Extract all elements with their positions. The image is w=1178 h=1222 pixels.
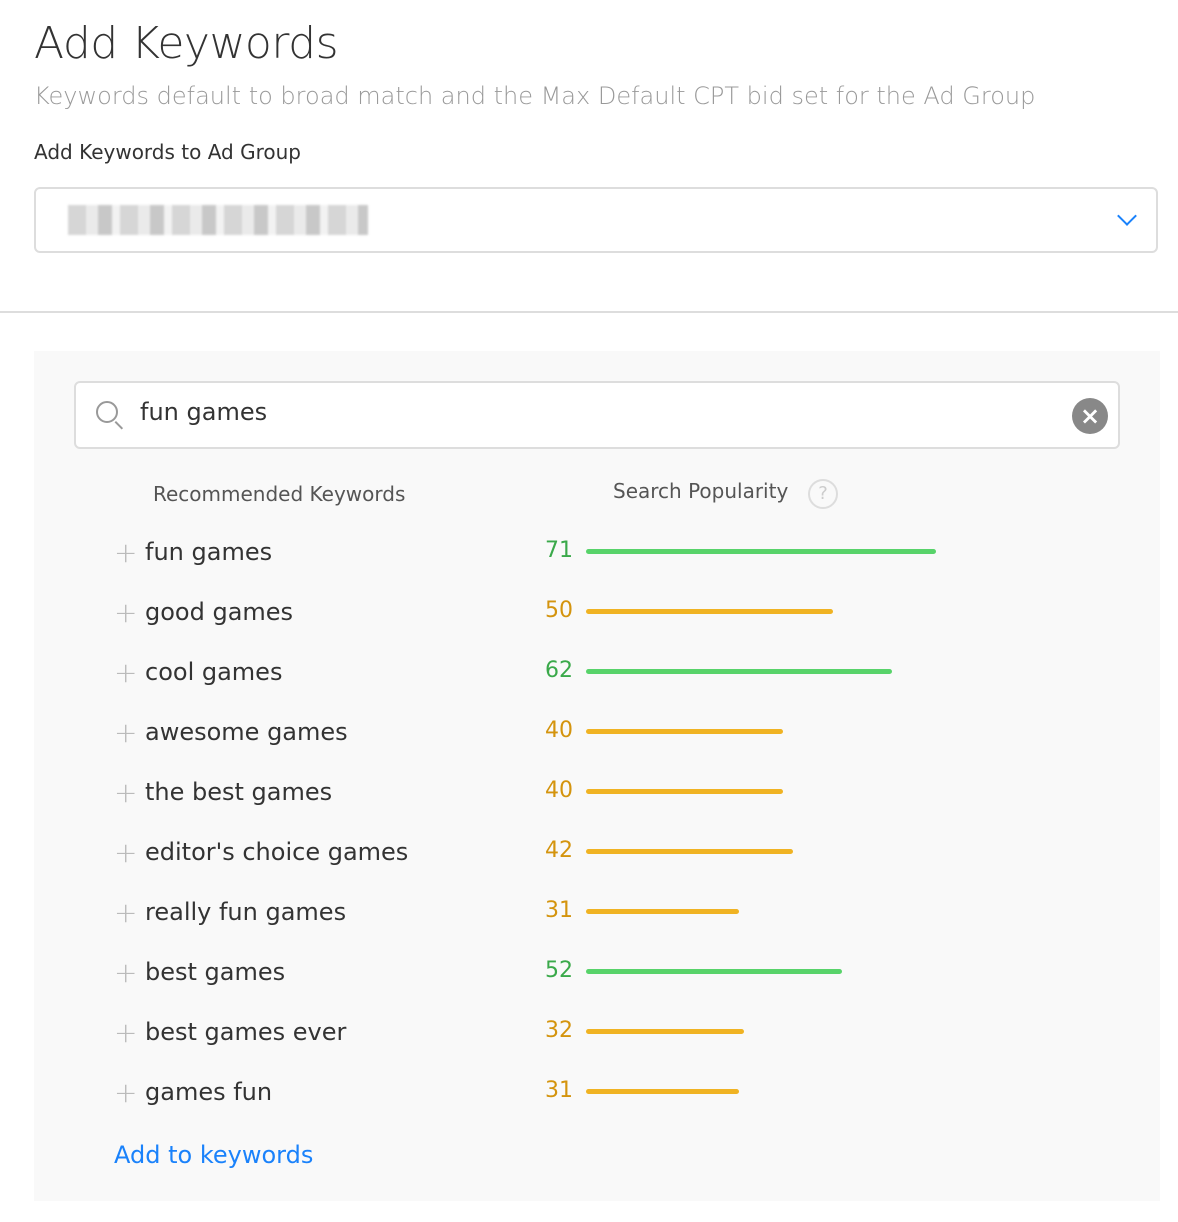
page-subtitle: Keywords default to broad match and the … [34, 82, 1036, 110]
popularity-bar [586, 549, 937, 554]
popularity-value: 71 [545, 538, 573, 563]
popularity-value: 31 [545, 898, 573, 923]
keyword-text: cool games [145, 658, 283, 686]
popularity-bar [586, 609, 833, 614]
keyword-row[interactable]: + games fun 31 [34, 1076, 1134, 1136]
keyword-text: best games [145, 958, 286, 986]
popularity-value: 50 [545, 598, 573, 623]
keyword-row[interactable]: + good games 50 [34, 596, 1134, 656]
page-title: Add Keywords [34, 18, 339, 69]
popularity-value: 32 [545, 1018, 573, 1043]
search-popularity-header: Search Popularity [613, 479, 789, 503]
add-keyword-plus-icon[interactable]: + [114, 656, 138, 689]
popularity-value: 52 [545, 958, 573, 983]
keyword-search: × [74, 381, 1120, 449]
add-keyword-plus-icon[interactable]: + [114, 956, 138, 989]
popularity-bar [586, 789, 784, 794]
add-keyword-plus-icon[interactable]: + [114, 1076, 138, 1109]
popularity-value: 40 [545, 778, 573, 803]
keyword-text: awesome games [145, 718, 348, 746]
keyword-row[interactable]: + editor's choice games 42 [34, 836, 1134, 896]
ad-group-select[interactable] [34, 187, 1158, 253]
popularity-bar [586, 969, 843, 974]
popularity-value: 42 [545, 838, 573, 863]
recommended-keywords-header: Recommended Keywords [153, 482, 406, 506]
add-keyword-plus-icon[interactable]: + [114, 536, 138, 569]
redacted-ad-group-name [68, 205, 368, 235]
search-input[interactable] [138, 397, 1042, 427]
keyword-text: editor's choice games [145, 838, 409, 866]
keyword-text: fun games [145, 538, 273, 566]
add-to-keywords-link[interactable]: Add to keywords [114, 1141, 314, 1169]
keyword-row[interactable]: + fun games 71 [34, 536, 1134, 596]
popularity-bar [586, 1029, 744, 1034]
keyword-row[interactable]: + the best games 40 [34, 776, 1134, 836]
keyword-text: best games ever [145, 1018, 347, 1046]
ad-group-label: Add Keywords to Ad Group [34, 140, 301, 164]
popularity-bar [586, 729, 784, 734]
keyword-row[interactable]: + best games 52 [34, 956, 1134, 1016]
keyword-text: games fun [145, 1078, 273, 1106]
popularity-bar [586, 1089, 739, 1094]
popularity-bar [586, 669, 892, 674]
help-icon[interactable]: ? [808, 479, 838, 509]
clear-search-icon[interactable]: × [1072, 398, 1108, 434]
popularity-bar [586, 909, 739, 914]
keyword-panel: × Recommended Keywords Search Popularity… [34, 351, 1160, 1201]
add-keyword-plus-icon[interactable]: + [114, 596, 138, 629]
keyword-row[interactable]: + awesome games 40 [34, 716, 1134, 776]
popularity-bar [586, 849, 794, 854]
add-keyword-plus-icon[interactable]: + [114, 836, 138, 869]
keyword-row[interactable]: + best games ever 32 [34, 1016, 1134, 1076]
add-keyword-plus-icon[interactable]: + [114, 896, 138, 929]
add-keyword-plus-icon[interactable]: + [114, 1016, 138, 1049]
chevron-down-icon [1117, 206, 1137, 226]
add-keyword-plus-icon[interactable]: + [114, 776, 138, 809]
popularity-value: 31 [545, 1078, 573, 1103]
keyword-text: good games [145, 598, 294, 626]
keyword-text: really fun games [145, 898, 347, 926]
popularity-value: 62 [545, 658, 573, 683]
divider [0, 311, 1178, 313]
keyword-row[interactable]: + really fun games 31 [34, 896, 1134, 956]
keyword-row[interactable]: + cool games 62 [34, 656, 1134, 716]
popularity-value: 40 [545, 718, 573, 743]
search-icon [96, 401, 118, 423]
keyword-text: the best games [145, 778, 333, 806]
add-keyword-plus-icon[interactable]: + [114, 716, 138, 749]
